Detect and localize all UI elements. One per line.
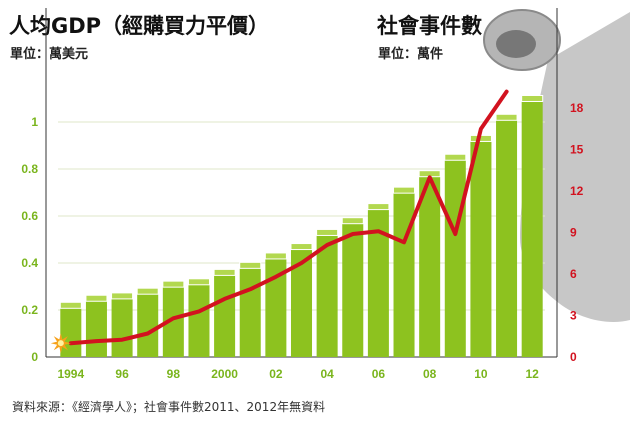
gdp-bar-cap [187, 278, 210, 286]
x-axis-tick-label: 02 [269, 367, 283, 381]
gdp-bar-cap [521, 95, 544, 102]
gdp-bar [444, 157, 466, 357]
gdp-bar-cap [136, 287, 159, 295]
left-axis-unit: 單位：萬美元 [10, 47, 89, 62]
pot-spout-hole-shape [496, 30, 536, 58]
left-axis-tick-label: 0.6 [21, 209, 38, 223]
x-axis-tick-label: 2000 [211, 367, 238, 381]
right-axis-tick-label: 0 [570, 350, 577, 364]
right-axis-tick-label: 9 [570, 226, 577, 240]
right-axis-tick-label: 3 [570, 309, 577, 323]
gdp-bar-cap [162, 280, 185, 288]
right-chart-title: 社會事件數 [377, 14, 482, 38]
right-axis-tick-label: 15 [570, 143, 584, 157]
left-axis-tick-label: 0.4 [21, 256, 38, 270]
right-axis-tick-label: 18 [570, 101, 584, 115]
spark-core-icon [57, 340, 64, 347]
x-axis-tick-label: 98 [167, 367, 181, 381]
x-axis-tick-label: 96 [115, 367, 129, 381]
gdp-bar-cap [290, 243, 313, 251]
x-axis-tick-label: 08 [423, 367, 437, 381]
gdp-bar-cap [213, 268, 236, 276]
social-events-line [68, 89, 509, 346]
gdp-bar [85, 298, 107, 357]
gdp-bar-cap [393, 186, 416, 194]
left-axis-tick-label: 0.8 [21, 162, 38, 176]
gdp-bar [521, 98, 543, 357]
gdp-bar [393, 190, 415, 357]
gdp-bar [137, 291, 159, 357]
left-axis-tick-label: 0 [31, 350, 38, 364]
gdp-bar [239, 265, 261, 357]
right-axis-tick-label: 6 [570, 267, 577, 281]
left-axis-tick-label: 0.2 [21, 303, 38, 317]
right-axis-unit: 單位：萬件 [378, 47, 444, 62]
x-axis-tick-label: 10 [474, 367, 488, 381]
gdp-bar-cap [444, 153, 467, 161]
gdp-bar-cap [495, 113, 518, 121]
gdp-bar-cap [85, 294, 108, 302]
gdp-bar-cap [367, 203, 390, 211]
gdp-bar [214, 272, 236, 357]
left-chart-title: 人均GDP（經購買力平價） [9, 14, 270, 38]
gdp-bar-cap [341, 217, 364, 225]
left-axis-tick-label: 1 [31, 115, 38, 129]
x-axis-tick-label: 04 [320, 367, 334, 381]
gdp-bar-cap [59, 301, 82, 309]
gdp-bar [419, 173, 441, 357]
x-axis-tick-label: 06 [372, 367, 386, 381]
gdp-bar [470, 138, 492, 357]
gdp-bar [342, 220, 364, 357]
gdp-bar [111, 295, 133, 357]
gdp-bar-cap [316, 228, 339, 236]
x-axis-tick-label: 12 [526, 367, 540, 381]
gdp-bar [316, 232, 338, 357]
gdp-bar [290, 246, 313, 357]
x-axis-tick-label: 1994 [57, 367, 84, 381]
gdp-bar [496, 117, 518, 357]
gdp-bar-cap [239, 261, 262, 269]
pot-body-shape [520, 12, 630, 322]
source-note: 資料來源：《經濟學人》；社會事件數2011、2012年無資料 [12, 400, 326, 414]
gdp-bar [367, 206, 389, 357]
gdp-bar [60, 305, 82, 357]
gdp-bar [188, 281, 210, 357]
right-axis-tick-label: 12 [570, 184, 584, 198]
gdp-bar-cap [264, 252, 287, 260]
gdp-bar-cap [111, 292, 134, 300]
